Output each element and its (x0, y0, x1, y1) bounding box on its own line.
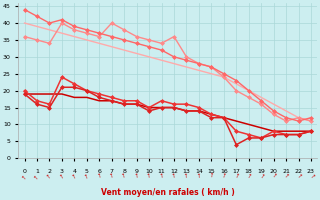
Text: ↑: ↑ (146, 173, 152, 179)
Text: ↑: ↑ (34, 173, 40, 180)
Text: ↑: ↑ (121, 173, 127, 179)
Text: ↑: ↑ (59, 173, 65, 180)
Text: ↑: ↑ (21, 173, 28, 180)
Text: ↑: ↑ (171, 173, 177, 179)
Text: ↑: ↑ (209, 173, 214, 179)
X-axis label: Vent moyen/en rafales ( km/h ): Vent moyen/en rafales ( km/h ) (101, 188, 235, 197)
Text: ↑: ↑ (184, 173, 189, 179)
Text: ↑: ↑ (295, 173, 302, 180)
Text: ↑: ↑ (270, 173, 277, 180)
Text: ↑: ↑ (84, 173, 90, 180)
Text: ↑: ↑ (134, 173, 139, 179)
Text: ↑: ↑ (283, 173, 290, 180)
Text: ↑: ↑ (96, 173, 102, 179)
Text: ↑: ↑ (245, 173, 252, 180)
Text: ↑: ↑ (109, 173, 115, 179)
Text: ↑: ↑ (196, 173, 201, 179)
Text: ↑: ↑ (71, 173, 77, 180)
Text: ↑: ↑ (308, 173, 314, 180)
Text: ↑: ↑ (221, 173, 227, 180)
Text: ↑: ↑ (233, 173, 239, 180)
Text: ↑: ↑ (258, 173, 265, 180)
Text: ↑: ↑ (46, 173, 53, 180)
Text: ↑: ↑ (159, 173, 164, 179)
